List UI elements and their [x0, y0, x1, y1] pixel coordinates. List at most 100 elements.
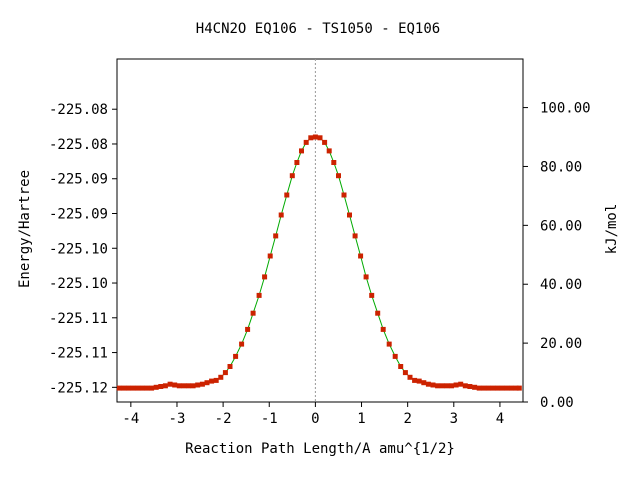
data-point — [499, 385, 505, 391]
data-point — [472, 384, 478, 390]
data-point — [144, 385, 150, 391]
data-point — [121, 385, 127, 391]
data-point — [449, 383, 454, 389]
data-point — [139, 385, 145, 391]
data-point — [213, 377, 219, 383]
data-point — [262, 274, 268, 280]
data-point — [130, 385, 136, 391]
data-point — [303, 139, 309, 145]
x-axis: -4 -3 -2 -1 0 1 2 3 4 — [122, 402, 504, 427]
data-point — [222, 370, 228, 376]
y2-tick-label: 100.00 — [540, 101, 591, 117]
data-point — [380, 326, 386, 332]
data-point — [135, 385, 141, 391]
data-point — [352, 233, 358, 239]
x-axis-label: Reaction Path Length/A amu^{1/2} — [185, 441, 455, 457]
x-tick-label: 4 — [496, 411, 504, 427]
data-point — [218, 374, 224, 380]
data-point — [273, 233, 279, 239]
y2-tick-label: 20.00 — [540, 336, 582, 352]
data-point — [453, 382, 459, 388]
data-point — [172, 382, 178, 388]
y-tick-label: -225.11 — [49, 346, 108, 362]
data-point — [289, 173, 295, 179]
data-point — [116, 385, 122, 391]
data-point — [322, 139, 328, 145]
data-point — [149, 385, 155, 391]
data-point — [444, 383, 450, 389]
x-tick-label: 2 — [403, 411, 411, 427]
data-point — [439, 383, 445, 389]
data-point — [375, 310, 381, 316]
data-point — [363, 274, 369, 280]
x-tick-label: 0 — [311, 411, 319, 427]
data-point — [513, 385, 519, 391]
data-point — [190, 383, 196, 389]
x-tick-label: -3 — [169, 411, 186, 427]
data-point — [462, 383, 468, 389]
data-point — [341, 192, 347, 198]
y-tick-label: -225.08 — [49, 102, 108, 118]
data-point — [392, 353, 398, 359]
x-tick-label: -1 — [261, 411, 278, 427]
energy-curve-layer — [119, 136, 520, 389]
data-point — [402, 370, 408, 376]
y-axis-right: 0.00 20.00 40.00 60.00 80.00 100.00 — [523, 101, 591, 411]
y-tick-label: -225.10 — [49, 276, 108, 292]
data-point — [326, 148, 332, 154]
data-point — [504, 385, 510, 391]
data-point — [126, 385, 131, 391]
plot-frame — [116, 58, 524, 403]
x-tick-label: 3 — [450, 411, 458, 427]
energy-curve — [119, 136, 520, 389]
y-tick-label: -225.09 — [49, 172, 108, 188]
data-point — [245, 326, 251, 332]
data-point — [490, 385, 496, 391]
y-tick-label: -225.09 — [49, 207, 108, 223]
data-point — [284, 192, 290, 198]
y2-axis-label: kJ/mol — [604, 204, 620, 255]
data-point — [398, 364, 404, 369]
data-point — [233, 353, 239, 359]
data-point — [278, 212, 284, 218]
y2-tick-label: 80.00 — [540, 159, 582, 175]
chart-title: H4CN2O EQ106 - TS1050 - EQ106 — [196, 21, 440, 37]
data-point — [227, 364, 233, 369]
y-tick-label: -225.11 — [49, 311, 108, 327]
data-point — [495, 385, 501, 391]
data-point — [195, 382, 201, 388]
y-axis-left: -225.12 -225.11 -225.11 -225.10 -225.10 -225.… — [49, 102, 117, 396]
y-tick-label: -225.12 — [49, 380, 108, 396]
data-point — [358, 253, 364, 259]
data-point — [516, 385, 522, 391]
data-point — [299, 148, 304, 154]
x-tick-label: 1 — [357, 411, 365, 427]
y-axis-label: Energy/Hartree — [17, 170, 33, 288]
y2-tick-label: 60.00 — [540, 218, 582, 234]
data-point — [250, 310, 256, 316]
data-point — [267, 253, 273, 259]
data-point — [386, 341, 392, 347]
y-tick-label: -225.08 — [49, 137, 108, 153]
data-point — [347, 212, 352, 218]
plot-area — [116, 58, 524, 403]
data-point — [162, 383, 168, 389]
data-point — [256, 292, 262, 298]
data-point — [336, 173, 341, 179]
data-point — [158, 384, 164, 389]
data-point — [294, 160, 300, 165]
data-point — [239, 341, 245, 347]
data-point — [412, 377, 418, 383]
data-point — [167, 381, 173, 387]
data-point — [153, 384, 159, 390]
data-point — [331, 160, 337, 165]
data-point — [308, 135, 314, 141]
data-point — [425, 381, 431, 387]
y2-tick-label: 40.00 — [540, 277, 582, 293]
data-point — [509, 385, 514, 391]
data-point — [317, 135, 323, 141]
y-tick-label: -225.10 — [49, 241, 108, 257]
data-point — [176, 383, 182, 389]
x-tick-label: -2 — [215, 411, 232, 427]
